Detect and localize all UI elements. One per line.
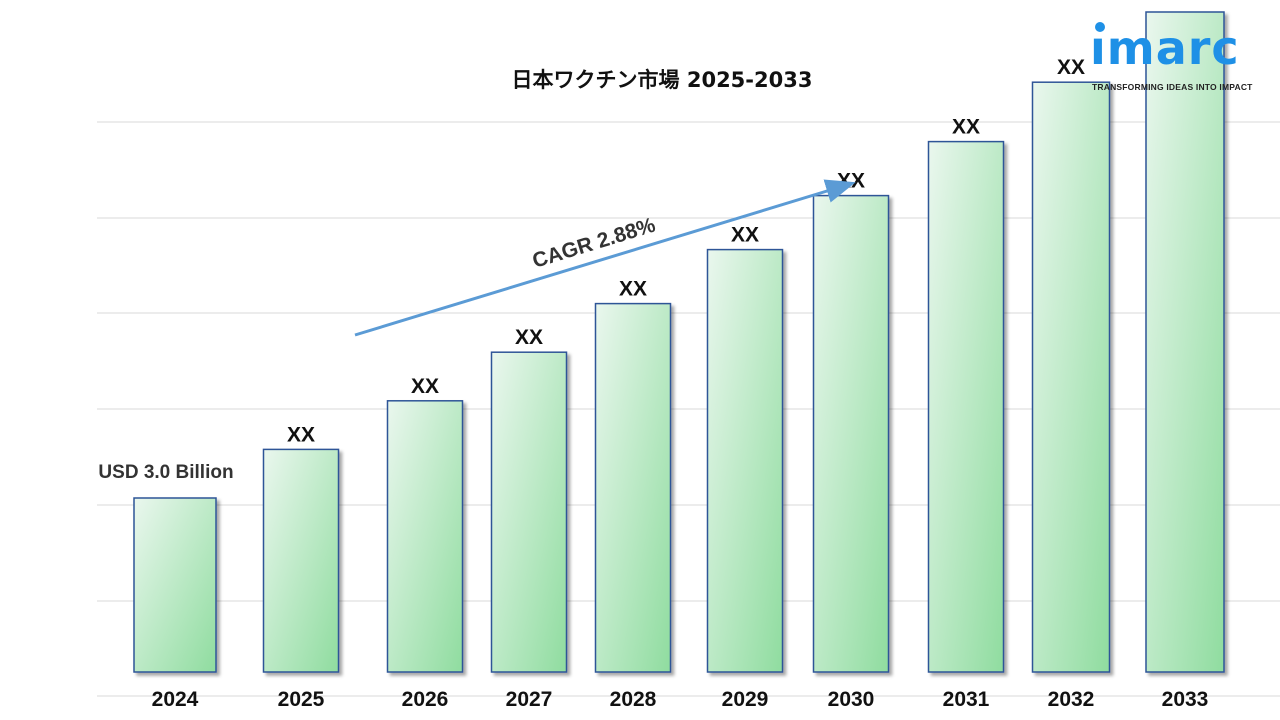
- x-tick-2032: 2032: [1048, 688, 1095, 711]
- x-tick-2024: 2024: [152, 688, 199, 711]
- bars: [133, 11, 1225, 673]
- logo-tagline: TRANSFORMING IDEAS INTO IMPACT: [1092, 82, 1253, 92]
- data-label-2032: XX: [1057, 56, 1085, 79]
- data-label-2027: XX: [515, 326, 543, 349]
- data-label-2028: XX: [619, 278, 647, 301]
- bar-2027: [490, 351, 568, 673]
- data-label-2025: XX: [287, 423, 315, 446]
- cagr-label: CAGR 2.88%: [530, 213, 659, 272]
- cagr-arrow: [354, 179, 856, 337]
- bar-2028: [594, 302, 672, 673]
- bar-2033: [1145, 11, 1225, 673]
- data-label-2031: XX: [952, 116, 980, 139]
- data-labels: USD 3.0 BillionXXXXXXXXXXXXXXXXUSD 3.9 B…: [98, 56, 1085, 483]
- bar-2032: [1031, 81, 1111, 673]
- x-tick-2033: 2033: [1162, 688, 1209, 711]
- bar-2030: [812, 194, 890, 673]
- bar-2025: [262, 448, 340, 673]
- bar-2031: [927, 140, 1005, 673]
- logo-dot-icon: [1095, 22, 1105, 32]
- x-tick-2027: 2027: [506, 688, 553, 711]
- bar-2026: [386, 400, 464, 673]
- x-tick-2029: 2029: [722, 688, 769, 711]
- x-axis-ticks: 2024 2025 2026 2027 2028 2029 2030 2031 2032 2033: [152, 688, 1209, 711]
- data-label-2030: XX: [837, 170, 865, 193]
- x-tick-2030: 2030: [828, 688, 875, 711]
- data-label-2029: XX: [731, 224, 759, 247]
- data-label-2024: USD 3.0 Billion: [98, 462, 233, 483]
- bar-2024: [133, 497, 217, 673]
- imarc-logo: ımarc TRANSFORMING IDEAS INTO IMPACT: [1090, 18, 1265, 98]
- x-tick-2026: 2026: [402, 688, 449, 711]
- logo-wordmark: ımarc: [1090, 21, 1240, 75]
- x-tick-2025: 2025: [278, 688, 325, 711]
- data-label-2026: XX: [411, 375, 439, 398]
- x-tick-2028: 2028: [610, 688, 657, 711]
- bar-2029: [706, 248, 784, 673]
- chart-title: 日本ワクチン市場 2025-2033: [512, 68, 813, 92]
- x-tick-2031: 2031: [943, 688, 990, 711]
